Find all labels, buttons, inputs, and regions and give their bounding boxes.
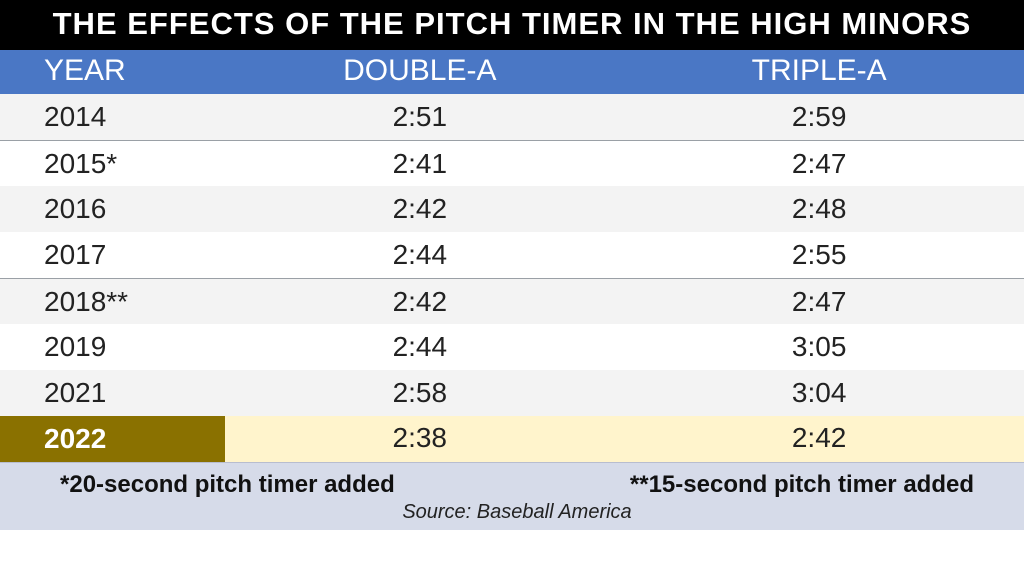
table-row: 2015*2:412:47	[0, 140, 1024, 186]
cell-year: 2021	[0, 377, 225, 409]
cell-triple: 2:59	[614, 101, 1024, 133]
cell-triple: 2:55	[614, 239, 1024, 271]
cell-year: 2017	[0, 239, 225, 271]
table-row: 20142:512:59	[0, 94, 1024, 140]
cell-triple: 2:47	[614, 148, 1024, 180]
footnote-1: *20-second pitch timer added	[60, 471, 395, 499]
cell-triple: 3:05	[614, 331, 1024, 363]
source: Source: Baseball America	[60, 501, 974, 524]
cell-double: 2:44	[225, 239, 614, 271]
footnote-2: **15-second pitch timer added	[630, 471, 974, 499]
table-body: 20142:512:592015*2:412:4720162:422:48201…	[0, 94, 1024, 416]
highlight-row: 2022 2:38 2:42	[0, 416, 1024, 462]
highlight-triple: 2:42	[614, 418, 1024, 460]
cell-triple: 3:04	[614, 377, 1024, 409]
highlight-year: 2022	[0, 416, 225, 462]
col-header-year: YEAR	[0, 50, 225, 94]
cell-year: 2019	[0, 331, 225, 363]
cell-double: 2:42	[225, 286, 614, 318]
cell-double: 2:51	[225, 101, 614, 133]
table-header: YEAR DOUBLE-A TRIPLE-A	[0, 50, 1024, 94]
cell-double: 2:44	[225, 331, 614, 363]
table-row: 2018**2:422:47	[0, 278, 1024, 324]
col-header-double: DOUBLE-A	[225, 50, 614, 94]
cell-triple: 2:48	[614, 193, 1024, 225]
cell-year: 2016	[0, 193, 225, 225]
highlight-double: 2:38	[225, 418, 614, 460]
table-row: 20192:443:05	[0, 324, 1024, 370]
cell-year: 2015*	[0, 148, 225, 180]
cell-double: 2:41	[225, 148, 614, 180]
highlight-values: 2:38 2:42	[225, 416, 1024, 462]
table-row: 20162:422:48	[0, 186, 1024, 232]
cell-year: 2014	[0, 101, 225, 133]
col-header-triple: TRIPLE-A	[614, 50, 1024, 94]
title: THE EFFECTS OF THE PITCH TIMER IN THE HI…	[0, 0, 1024, 50]
cell-double: 2:58	[225, 377, 614, 409]
table-row: 20172:442:55	[0, 232, 1024, 278]
cell-triple: 2:47	[614, 286, 1024, 318]
table-row: 20212:583:04	[0, 370, 1024, 416]
cell-year: 2018**	[0, 286, 225, 318]
cell-double: 2:42	[225, 193, 614, 225]
footnotes: *20-second pitch timer added **15-second…	[0, 462, 1024, 530]
